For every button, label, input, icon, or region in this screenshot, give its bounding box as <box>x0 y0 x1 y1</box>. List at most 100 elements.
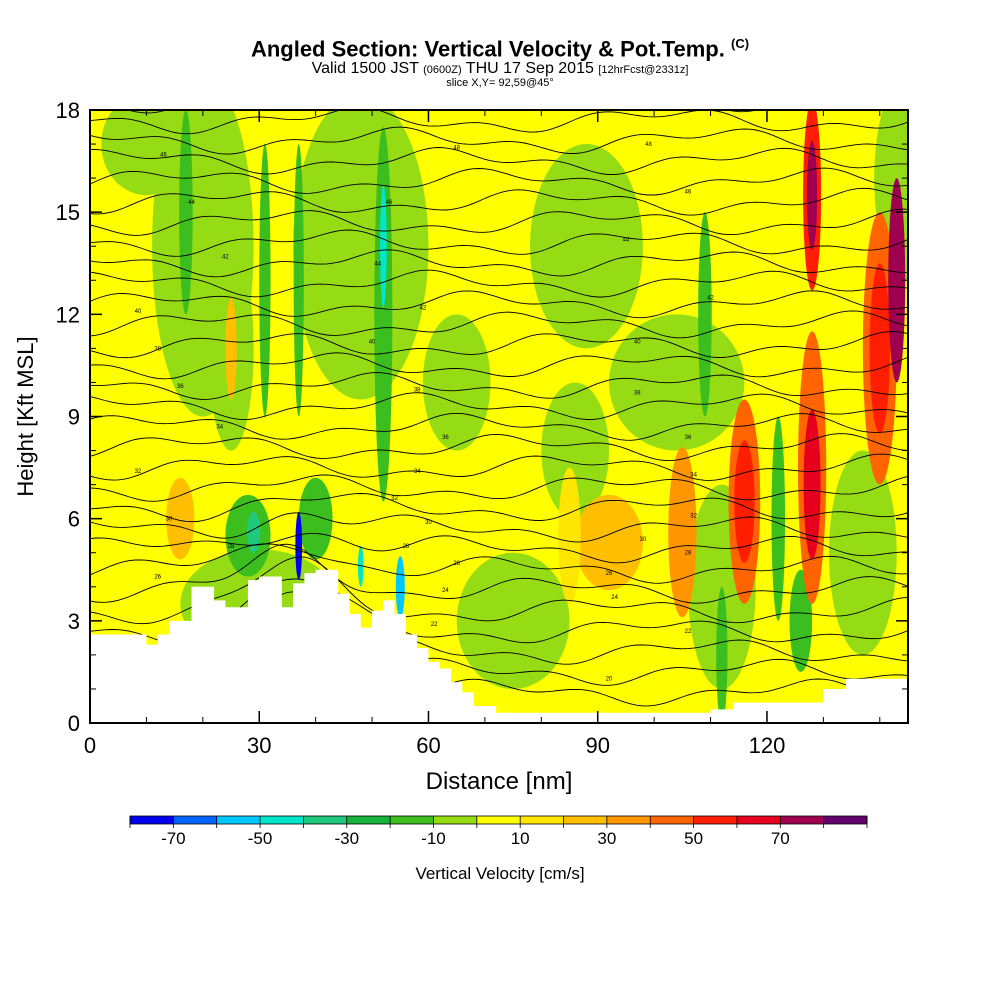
weak-downdraft-region <box>541 382 610 519</box>
isentrope-label: 38 <box>414 387 421 393</box>
isentrope-label: 24 <box>442 588 449 594</box>
downdraft-core <box>295 511 303 580</box>
isentrope-line <box>90 433 908 462</box>
isentrope-label: 42 <box>222 254 229 260</box>
colorbar-swatch <box>433 816 478 824</box>
chart-title-units: (C) <box>731 36 750 51</box>
isentrope-line <box>90 208 908 236</box>
colorbar-tick-label: 30 <box>597 829 616 848</box>
isentrope-label: 46 <box>160 152 167 158</box>
moderate-downdraft-region <box>179 110 193 315</box>
isentrope-label: 24 <box>611 595 618 601</box>
moderate-downdraft-region <box>716 586 728 723</box>
isentrope-label: 48 <box>645 142 652 148</box>
isentrope-line <box>90 556 908 625</box>
downdraft-core <box>357 545 364 587</box>
isentrope-line <box>90 110 908 135</box>
isentrope-label: 28 <box>403 544 410 550</box>
updraft-core <box>803 409 821 560</box>
isentrope-label: 30 <box>640 537 647 543</box>
y-tick-label: 12 <box>56 302 80 327</box>
isentrope-line <box>90 543 908 584</box>
isentrope-label: 44 <box>188 200 195 206</box>
velocity-field <box>101 110 908 723</box>
isentrope-label: 38 <box>154 346 161 352</box>
isentrope-label: 46 <box>685 190 692 196</box>
colorbar-swatch <box>173 816 218 824</box>
colorbar-swatch <box>780 816 824 824</box>
isentrope-label: 42 <box>419 306 426 312</box>
isentrope-line <box>90 412 908 441</box>
x-axis-label: Distance [nm] <box>426 768 573 795</box>
isentrope-line <box>90 310 908 339</box>
weak-downdraft-region <box>101 110 192 196</box>
slice-info: slice X,Y= 92,59@45° <box>446 77 554 89</box>
isentrope-label: 36 <box>177 384 184 390</box>
isentrope-label: 32 <box>391 496 398 502</box>
y-tick-label: 3 <box>68 609 80 634</box>
isentrope-label: 22 <box>431 622 438 628</box>
colorbar-tick-label: 10 <box>511 829 530 848</box>
valid-utc: (0600Z) <box>423 64 462 76</box>
y-axis-label: Height [Kft MSL] <box>13 336 38 496</box>
isentrope-label: 40 <box>135 309 142 315</box>
isentrope-label: 38 <box>634 391 641 397</box>
isentrope-line <box>90 147 908 175</box>
moderate-downdraft-region <box>698 212 712 417</box>
isentrope-label: 44 <box>374 261 381 267</box>
isentrope-line <box>90 372 908 400</box>
isentrope-label: 26 <box>606 571 613 577</box>
updraft-core <box>668 447 697 618</box>
moderate-downdraft-region <box>293 144 304 417</box>
x-tick-label: 0 <box>84 733 96 758</box>
y-tick-label: 15 <box>56 200 80 225</box>
colorbar-swatch <box>736 816 781 824</box>
isentrope-line <box>90 532 908 564</box>
downdraft-core <box>246 511 261 553</box>
isentrope-label: 28 <box>685 551 692 557</box>
updraft-core <box>807 140 818 250</box>
colorbar-tick-label: 50 <box>684 829 703 848</box>
y-tick-label: 6 <box>68 507 80 532</box>
isentrope-label: 42 <box>707 295 714 301</box>
moderate-downdraft-region <box>259 144 271 417</box>
isentrope-label: 26 <box>154 575 161 581</box>
isentrope-line <box>90 249 908 278</box>
moderate-downdraft-region <box>374 127 393 502</box>
moderate-downdraft-region <box>789 569 813 672</box>
colorbar-swatch <box>520 816 564 824</box>
isentrope-label: 48 <box>453 145 460 151</box>
isentrope-line <box>90 167 908 196</box>
y-tick-label: 9 <box>68 405 80 430</box>
isentrope-label: 36 <box>442 435 449 441</box>
colorbar-label: Vertical Velocity [cm/s] <box>415 864 585 883</box>
isentrope-line <box>90 229 908 257</box>
isentrope-label: 32 <box>135 469 142 475</box>
isentrope-line <box>90 187 908 216</box>
chart-title: Angled Section: Vertical Velocity & Pot.… <box>0 36 1000 62</box>
isentrope-label: 28 <box>228 544 235 550</box>
colorbar-swatch <box>130 816 174 824</box>
y-tick-label: 0 <box>68 711 80 736</box>
colorbar-swatch <box>563 816 608 824</box>
colorbar-tick-label: -70 <box>161 829 186 848</box>
valid-date: THU 17 Sep 2015 <box>465 60 594 77</box>
colorbar-swatch <box>216 816 261 824</box>
colorbar-swatch <box>823 816 868 824</box>
x-tick-label: 120 <box>749 733 786 758</box>
chart-title-main: Angled Section: Vertical Velocity & Pot.… <box>250 36 725 62</box>
downdraft-core <box>395 556 405 618</box>
weak-downdraft-region <box>293 110 429 400</box>
isentrope-label: 22 <box>685 629 692 635</box>
downdraft-core <box>379 184 387 308</box>
isentrope-line <box>90 543 908 604</box>
isentrope-label: 20 <box>606 677 613 683</box>
colorbar-swatch <box>260 816 304 824</box>
isentrope-group <box>90 110 908 707</box>
isentrope-label: 34 <box>690 472 697 478</box>
isentrope-line <box>90 126 908 155</box>
colorbar-tick-label: -50 <box>248 829 273 848</box>
isentrope-label: 46 <box>386 200 393 206</box>
colorbar-tick-label: 70 <box>771 829 790 848</box>
